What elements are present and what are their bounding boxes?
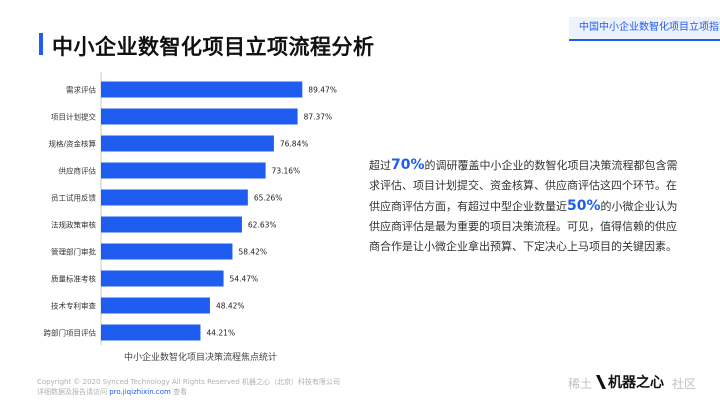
bar [101,243,233,260]
value-label: 89.47% [308,86,337,95]
value-label: 73.16% [272,167,301,176]
bar [101,81,303,98]
bar [101,162,266,179]
bar [101,297,210,314]
watermark-text-right: 社区 [672,377,697,391]
description-text: 超过70%的调研覆盖中小企业的数智化项目决策流程都包含需求评估、项目计划提交、资… [369,155,681,257]
watermark-logo-text: 机器之心 [608,375,664,391]
value-label: 62.63% [248,221,277,230]
watermark-text-left: 稀土 [568,377,593,391]
logo-icon [596,375,606,389]
footer-line-2-prefix: 详细数据及报告请访问 [37,388,107,396]
value-label: 54.47% [230,275,259,284]
value-label: 65.26% [254,194,283,203]
value-label: 87.37% [304,113,333,122]
category-label: 跨部门项目评估 [44,328,97,338]
bar-chart: 需求评估 89.47% 项目计划提交 87.37% 规格/资金核算 76.84% 供应商评估… [44,72,337,345]
desc-highlight-1: 70% [391,157,425,173]
desc-part-3: 的小微企业认为供应商评估是最为重要的项目决策流程。可见，值得信赖的供应商合作是让… [369,200,678,253]
bar [101,216,242,233]
category-label: 员工试用反馈 [51,193,96,203]
desc-highlight-2: 50% [567,198,601,214]
desc-part-2: 的调研覆盖中小企业的数智化项目决策流程都包含需求评估、项目计划提交、资金核算、供… [369,159,678,213]
value-label: 48.42% [216,302,245,311]
category-label: 规格/资金核算 [48,139,96,149]
footer-url-link[interactable]: pro.jiqizhixin.com [109,388,171,396]
title-accent-bar [39,33,43,55]
watermark-logo: 机器之心 [596,372,664,392]
chart-caption: 中小企业数智化项目决策流程焦点统计 [124,353,278,363]
category-label: 供应商评估 [59,166,97,176]
report-name-badge: 中国中小企业数智化项目立项指南 [569,17,720,39]
bar [101,189,248,206]
bar [101,324,201,341]
category-label: 需求评估 [66,85,96,95]
desc-part-1: 超过 [369,159,391,172]
value-label: 76.84% [280,140,309,149]
footer-line-2-suffix: 查看 [173,388,188,396]
footer-line-2: 详细数据及报告请访问 pro.jiqizhixin.com 查看 [37,387,340,397]
category-label: 管理部门审批 [51,247,96,257]
category-label: 法规政策审核 [51,220,96,230]
page-title: 中小企业数智化项目立项流程分析 [52,35,375,59]
category-label: 质量标准考核 [51,274,96,284]
bar [101,135,274,152]
bar [101,108,298,125]
value-label: 58.42% [238,248,267,257]
footer-line-1: Copyright © 2020 Synced Technology All R… [37,378,340,386]
category-label: 项目计划提交 [51,112,96,122]
footer-copyright: Copyright © 2020 Synced Technology All R… [37,377,340,397]
value-label: 44.21% [206,329,235,338]
bar [101,270,224,287]
header-accent-line [569,39,720,41]
category-label: 技术专利审查 [51,301,96,311]
